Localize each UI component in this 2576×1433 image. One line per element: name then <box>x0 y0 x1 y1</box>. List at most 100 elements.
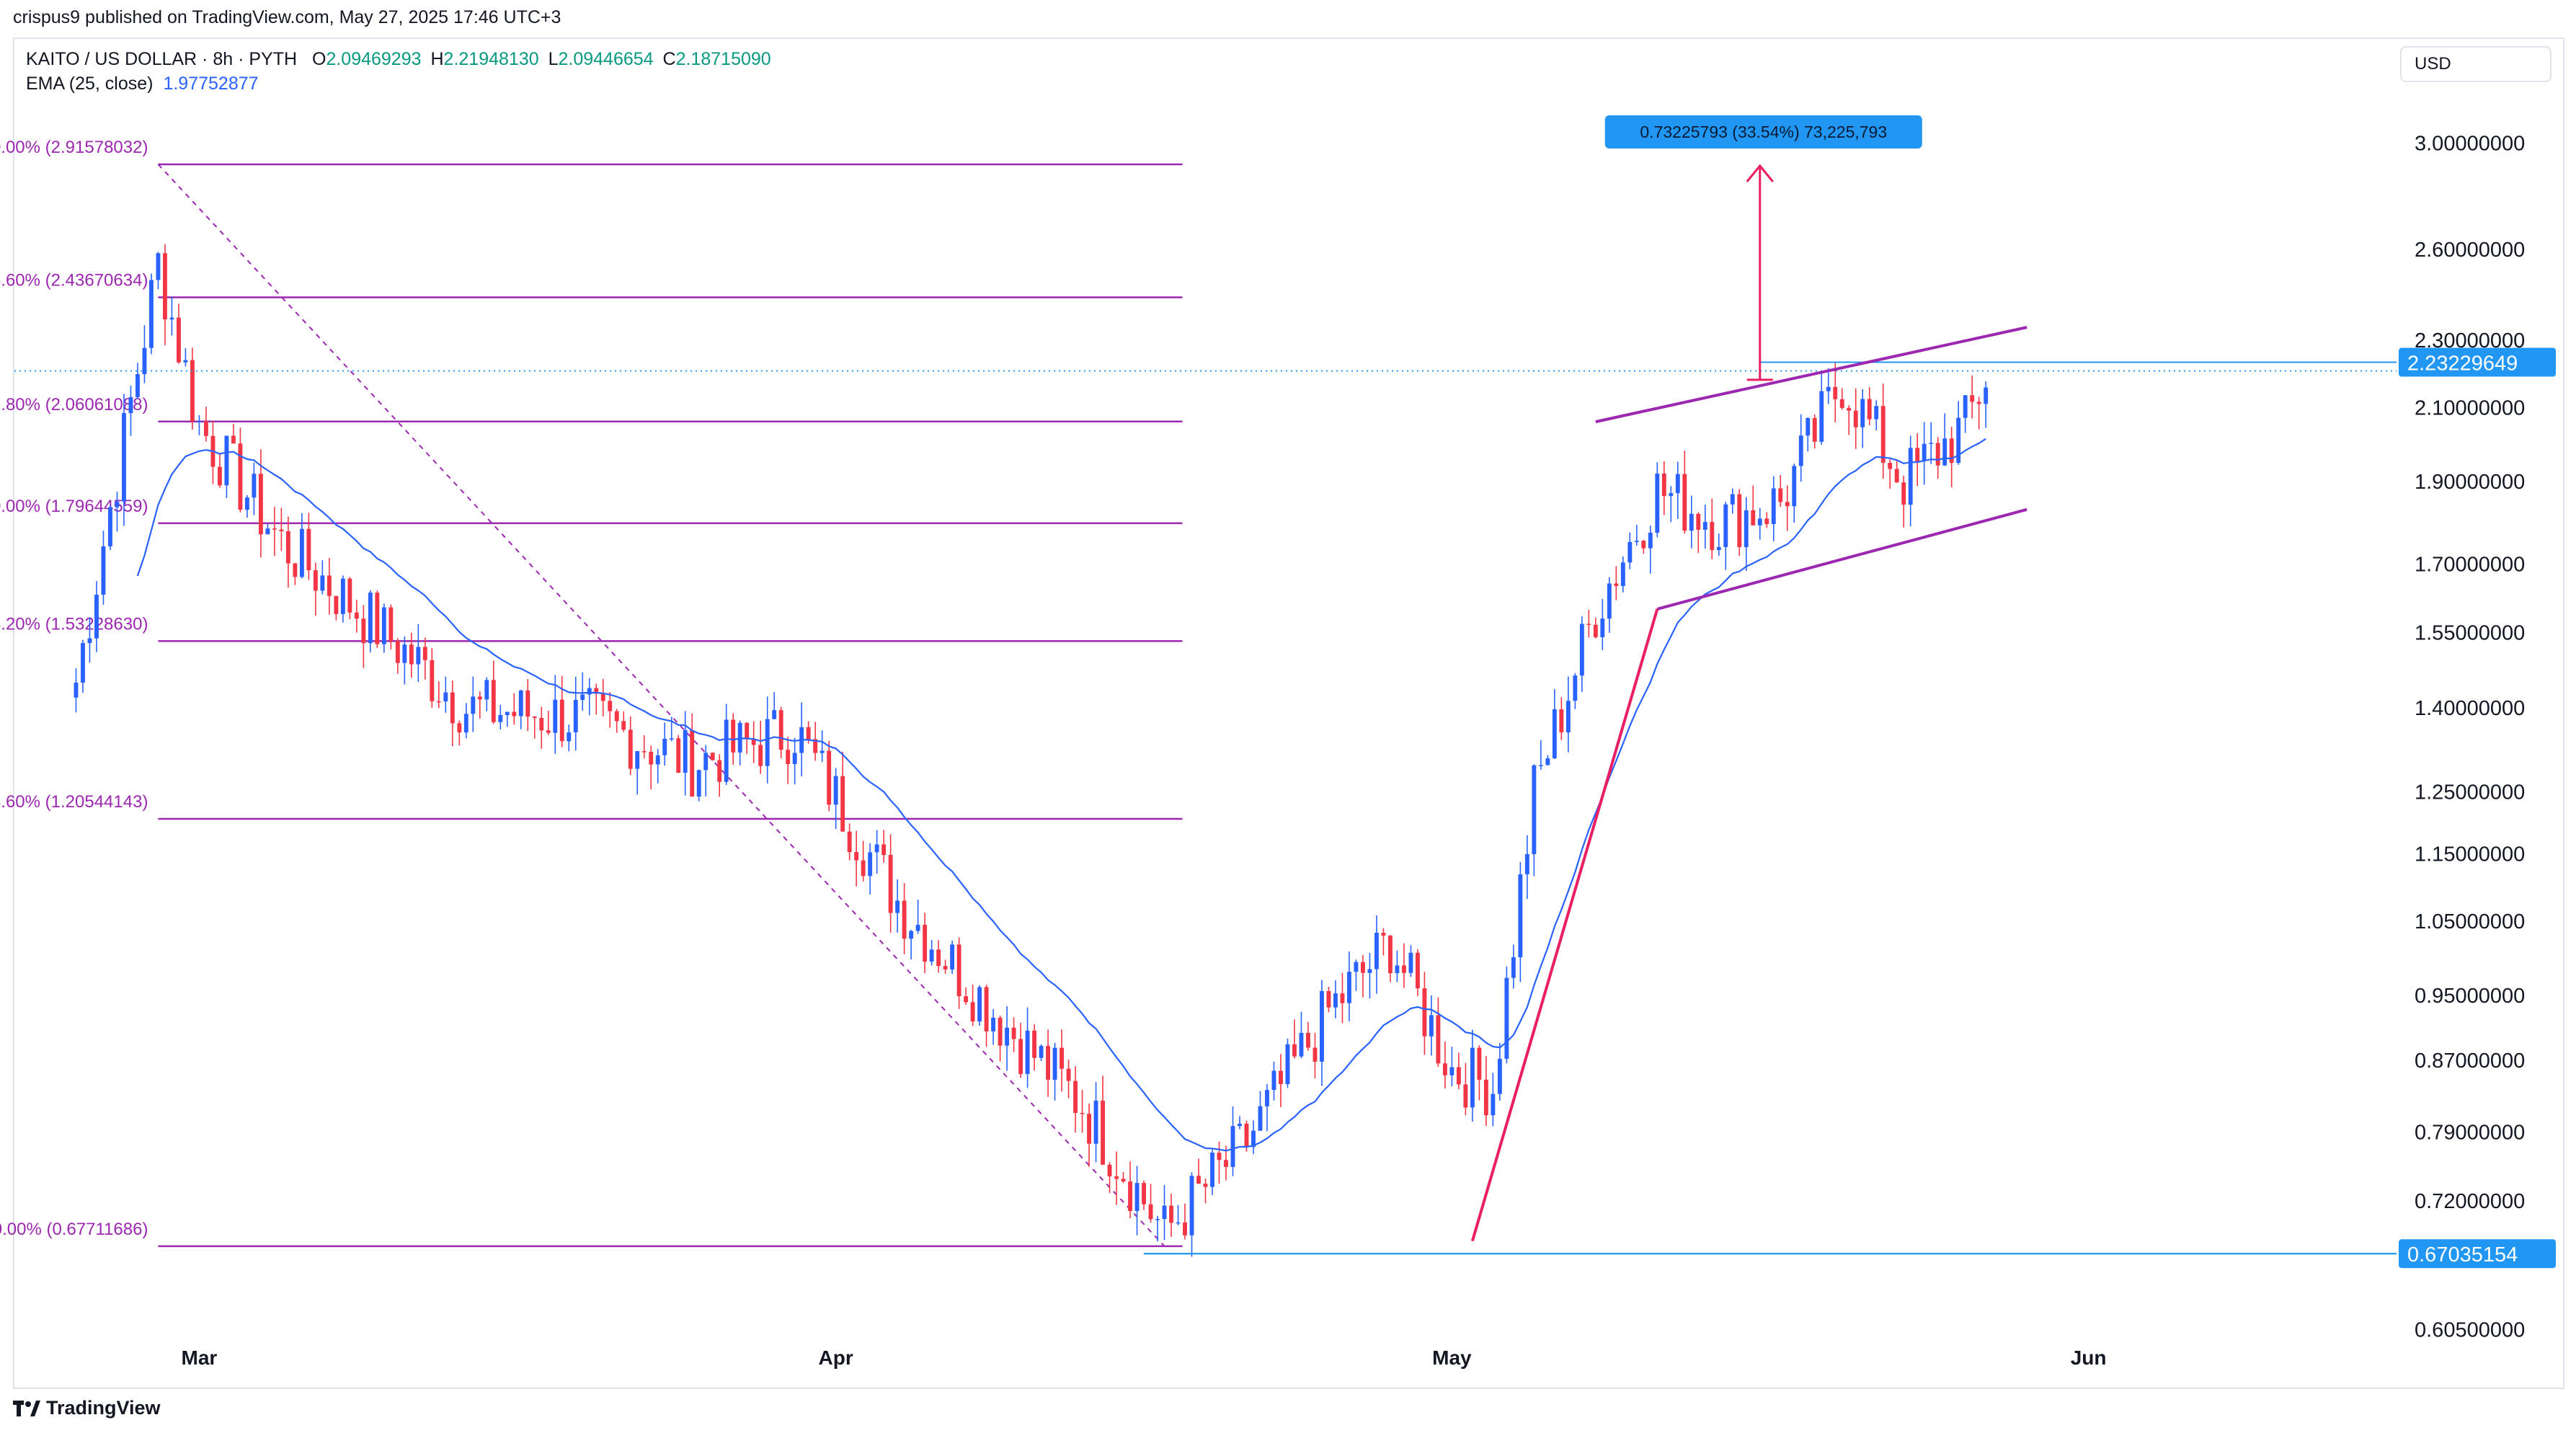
candle-body[interactable] <box>936 949 941 967</box>
candle-body[interactable] <box>1176 1222 1181 1224</box>
candle-body[interactable] <box>491 680 496 722</box>
candle-body[interactable] <box>1888 463 1893 469</box>
candle-body[interactable] <box>1860 399 1865 427</box>
candle-body[interactable] <box>436 701 441 703</box>
candle-body[interactable] <box>1826 386 1831 391</box>
candle-body[interactable] <box>94 594 99 639</box>
candle-body[interactable] <box>1545 758 1550 766</box>
candle-body[interactable] <box>553 699 558 733</box>
candle-body[interactable] <box>1429 1015 1434 1037</box>
candle-body[interactable] <box>1162 1205 1167 1220</box>
candle-body[interactable] <box>1128 1181 1132 1212</box>
candle-body[interactable] <box>101 546 106 595</box>
candle-body[interactable] <box>203 421 208 436</box>
candle-body[interactable] <box>156 253 161 280</box>
candle-body[interactable] <box>1956 417 1961 463</box>
candle-body[interactable] <box>1867 399 1872 420</box>
candle-body[interactable] <box>950 944 955 970</box>
candle-body[interactable] <box>1121 1179 1126 1182</box>
candle-body[interactable] <box>1682 474 1687 531</box>
candle-body[interactable] <box>122 413 126 502</box>
candle-body[interactable] <box>388 607 394 641</box>
candle-body[interactable] <box>772 710 777 719</box>
candle-body[interactable] <box>1675 474 1680 494</box>
candle-body[interactable] <box>525 690 530 717</box>
candle-body[interactable] <box>334 595 339 614</box>
candle-body[interactable] <box>505 711 510 716</box>
candle-body[interactable] <box>1230 1126 1235 1167</box>
candle-body[interactable] <box>977 987 982 1022</box>
candle-body[interactable] <box>984 987 989 1032</box>
candle-body[interactable] <box>1491 1093 1496 1116</box>
candle-body[interactable] <box>1573 675 1578 701</box>
candle-body[interactable] <box>430 660 435 701</box>
candle-body[interactable] <box>1874 406 1879 420</box>
candle-body[interactable] <box>306 528 311 571</box>
candle-body[interactable] <box>813 739 818 753</box>
candle-body[interactable] <box>142 347 147 375</box>
candle-body[interactable] <box>1244 1123 1249 1148</box>
candle-body[interactable] <box>1436 1015 1441 1064</box>
candle-body[interactable] <box>1532 765 1537 854</box>
candle-body[interactable] <box>381 607 386 644</box>
candle-body[interactable] <box>559 699 564 742</box>
candle-body[interactable] <box>717 760 722 782</box>
candle-body[interactable] <box>1702 522 1707 530</box>
candle-body[interactable] <box>991 1017 996 1032</box>
candle-body[interactable] <box>683 729 688 773</box>
candle-body[interactable] <box>402 644 407 663</box>
flag-pole-line[interactable] <box>1470 608 1659 1242</box>
candle-body[interactable] <box>861 860 866 877</box>
candle-body[interactable] <box>471 696 476 714</box>
candle-body[interactable] <box>327 575 332 596</box>
candle-body[interactable] <box>1559 709 1564 733</box>
candle-body[interactable] <box>546 730 551 733</box>
candle-body[interactable] <box>1710 522 1715 551</box>
candle-body[interactable] <box>265 528 270 535</box>
candle-body[interactable] <box>1183 1222 1187 1235</box>
candle-body[interactable] <box>231 435 236 444</box>
candle-body[interactable] <box>580 694 585 700</box>
candle-body[interactable] <box>1853 410 1858 427</box>
candle-body[interactable] <box>1716 546 1721 551</box>
candle-body[interactable] <box>703 753 709 771</box>
candle-body[interactable] <box>998 1017 1003 1046</box>
candle-body[interactable] <box>1381 933 1386 936</box>
candle-body[interactable] <box>1224 1160 1228 1167</box>
candle-body[interactable] <box>1025 1030 1030 1074</box>
price-tag-box[interactable] <box>2399 347 2556 377</box>
candle-body[interactable] <box>1292 1044 1297 1057</box>
candle-body[interactable] <box>1374 933 1379 970</box>
candle-body[interactable] <box>422 647 427 660</box>
candle-body[interactable] <box>416 647 421 665</box>
candle-body[interactable] <box>169 317 174 320</box>
candle-body[interactable] <box>1538 765 1543 766</box>
candle-body[interactable] <box>361 618 366 644</box>
candle-body[interactable] <box>1333 993 1338 1008</box>
candle-body[interactable] <box>1210 1153 1214 1187</box>
candle-body[interactable] <box>676 738 681 773</box>
candle-body[interactable] <box>1627 541 1633 563</box>
candle-body[interactable] <box>1169 1205 1173 1223</box>
candle-body[interactable] <box>956 944 961 997</box>
candle-body[interactable] <box>1607 583 1612 619</box>
candle-body[interactable] <box>1415 952 1420 989</box>
candle-body[interactable] <box>498 715 503 722</box>
candle-body[interactable] <box>1155 1219 1160 1220</box>
candle-body[interactable] <box>1346 972 1351 1003</box>
candle-body[interactable] <box>792 753 797 765</box>
candle-body[interactable] <box>1634 541 1639 542</box>
candle-body[interactable] <box>1847 407 1852 411</box>
candle-body[interactable] <box>457 723 462 733</box>
candle-body[interactable] <box>1093 1100 1098 1144</box>
candle-body[interactable] <box>340 578 345 614</box>
candle-body[interactable] <box>1251 1130 1256 1148</box>
candle-body[interactable] <box>1839 399 1844 408</box>
candle-body[interactable] <box>1511 957 1516 978</box>
candle-body[interactable] <box>902 900 907 939</box>
candle-body[interactable] <box>115 501 120 507</box>
candle-body[interactable] <box>217 466 222 486</box>
candle-body[interactable] <box>518 690 523 716</box>
candle-body[interactable] <box>347 578 352 613</box>
candle-body[interactable] <box>1449 1067 1454 1075</box>
